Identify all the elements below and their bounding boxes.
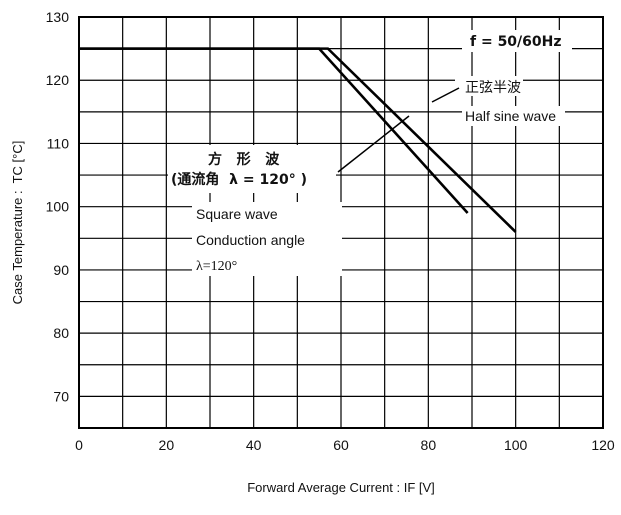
y-tick-label: 120	[46, 72, 70, 88]
frequency-label: f = 50/60Hz	[470, 34, 562, 50]
plot-frame	[78, 16, 604, 429]
half-sine-leader-line	[431, 87, 460, 103]
frequency-box	[462, 30, 572, 52]
y-tick-label: 130	[46, 9, 70, 25]
square-jp-box	[168, 145, 336, 193]
y-tick-label: 70	[53, 388, 69, 404]
square-en-label-3: λ=120°	[196, 259, 237, 274]
x-tick-label: 40	[246, 437, 262, 453]
square-en-label-2: Conduction angle	[196, 232, 305, 248]
square-jp-label-1: 方 形 波	[208, 151, 280, 168]
half-sine-jp-box	[455, 76, 523, 96]
y-tick-label: 90	[53, 262, 69, 278]
y-tick-label: 80	[53, 325, 69, 341]
square-en-label-1: Square wave	[196, 206, 278, 222]
half-sine-en-label: Half sine wave	[465, 108, 556, 124]
x-tick-label: 80	[421, 437, 437, 453]
series-lines	[79, 47, 517, 233]
y-tick-label: 110	[47, 135, 70, 151]
half-sine-jp-label: 正弦半波	[465, 79, 521, 95]
square-jp-label-2: (通流角 λ = 120° )	[171, 171, 307, 188]
y-tick-label: 100	[46, 199, 70, 215]
square-en-box	[192, 202, 342, 276]
x-axis-label: Forward Average Current : IF [V]	[247, 480, 435, 495]
x-tick-label: 120	[591, 437, 615, 453]
x-tick-label: 100	[504, 437, 528, 453]
x-tick-label: 0	[75, 437, 83, 453]
x-tick-label: 20	[159, 437, 175, 453]
y-axis-label: Case Temperature : TC [°C]	[10, 141, 25, 305]
square-leader-line	[337, 115, 410, 173]
y-tick-labels: 70 80 90 100 110 120 130	[46, 9, 70, 404]
series-line	[79, 47, 517, 233]
half-sine-en-box	[462, 106, 565, 126]
x-tick-label: 60	[333, 437, 349, 453]
x-tick-labels: 0 20 40 60 80 100 120	[75, 437, 615, 453]
